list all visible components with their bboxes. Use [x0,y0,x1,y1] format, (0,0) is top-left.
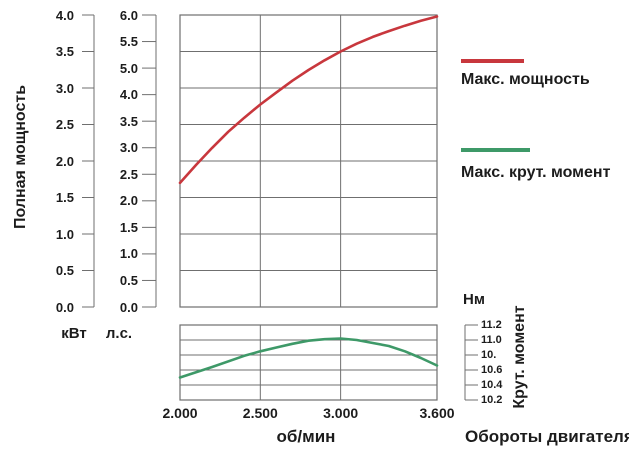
nm-tick-label: 11.2 [481,319,502,331]
hp-tick-label: 3.0 [119,140,138,156]
nm-tick-label: 10. [481,349,497,361]
kw-tick-label: 0.0 [55,299,74,315]
kw-tick-label: 2.0 [55,153,74,169]
nm-tick-label: 11.0 [481,334,502,346]
hp-tick-label: 2.0 [119,193,138,209]
hp-unit-label: л.с. [105,325,133,342]
engine-rpm-title: Обороты двигателя [465,427,629,446]
hp-tick-label: 1.5 [119,219,138,235]
hp-tick-label: 2.5 [119,166,138,182]
power-legend-swatch [461,59,524,63]
kw-tick-label: 0.5 [55,263,74,278]
kw-tick-label: 2.5 [55,117,74,132]
kw-tick-label: 1.5 [55,190,74,205]
kw-tick-label: 1.0 [55,226,74,242]
torque-legend-swatch [461,148,530,152]
kw-tick-label: 3.5 [55,44,74,59]
rpm-tick-label: 3.600 [419,405,455,421]
main-plot-frame [179,14,438,308]
nm-tick-label: 10.6 [481,364,503,376]
torque-legend-label: Макс. крут. момент [461,164,611,181]
torque-curve [178,337,439,379]
hp-tick-label: 5.0 [119,60,138,76]
hp-tick-label: 4.0 [119,87,138,103]
nm-tick-label: 10.4 [481,379,503,391]
power-axis-title: Полная мощность [12,84,29,230]
rpm-unit-label: об/мин [276,427,336,446]
nm-tick-label: 10.2 [481,394,503,406]
rpm-tick-label: 2.000 [162,405,198,421]
hp-tick-label: 1.0 [119,246,138,262]
torque-axis-title: Крут. момент [511,305,528,409]
kw-tick-label: 4.0 [55,7,74,23]
hp-tick-label: 6.0 [119,7,138,23]
nm-unit-label: Нм [463,291,485,308]
torque-plot-frame [179,324,438,401]
hp-tick-label: 3.5 [119,113,138,129]
hp-tick-label: 0.5 [119,272,138,288]
power-curve [178,15,439,185]
hp-tick-label: 5.5 [119,34,138,50]
kw-unit-label: кВт [61,325,87,342]
power-legend-label: Макс. мощность [461,71,590,88]
hp-tick-label: 0.0 [119,299,138,315]
rpm-tick-label: 3.000 [323,405,359,421]
rpm-tick-label: 2.500 [242,405,278,421]
kw-tick-label: 3.0 [55,80,74,96]
